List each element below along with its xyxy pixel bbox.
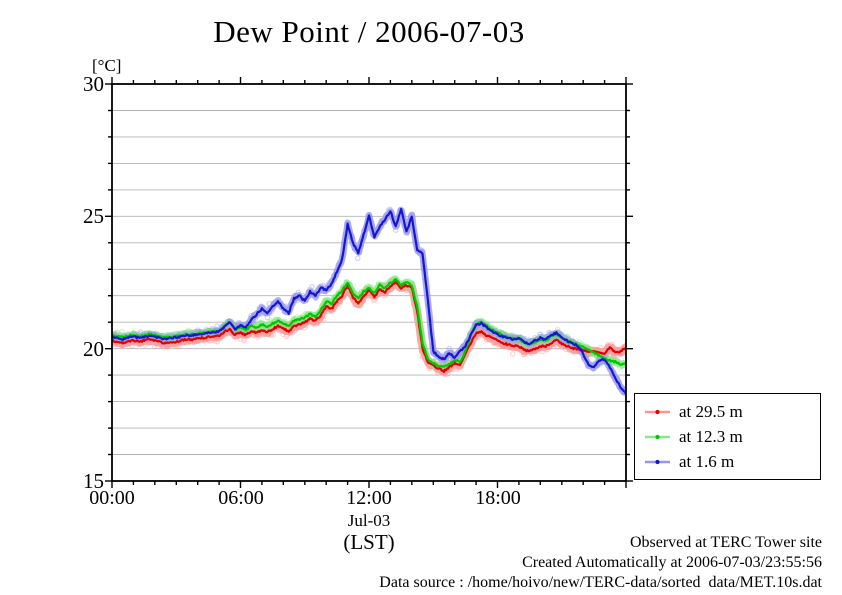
footer-data-source: Data source : /home/hoivo/new/TERC-data/… [379,574,822,591]
y-tick-label-20: 20 [83,337,104,361]
legend-item: at 29.5 m [644,402,811,422]
y-tick-label-30: 30 [83,72,104,96]
x-tick-label-1200: 12:00 [346,487,392,509]
x-axis-date-label: Jul-03 [347,511,391,530]
x-tick-label-1800: 18:00 [475,487,521,509]
x-axis-timezone-label: (LST) [343,530,395,554]
legend-marker-red-icon [645,409,670,414]
legend-marker-green-icon [645,434,670,439]
legend-label: at 12.3 m [679,426,743,446]
x-tick-label-0600: 06:00 [218,487,264,509]
footer-created-timestamp: Created Automatically at 2006-07-03/23:5… [522,554,822,571]
y-axis-unit-label: [°C] [92,56,122,75]
legend: at 29.5 m at 12.3 m at 1.6 m [634,393,821,480]
legend-label: at 1.6 m [679,451,735,471]
legend-item: at 1.6 m [644,452,811,472]
legend-marker-blue-icon [645,459,670,464]
legend-label: at 29.5 m [679,401,743,421]
chart-title: Dew Point / 2006-07-03 [213,14,525,49]
legend-item: at 12.3 m [644,427,811,447]
y-tick-label-15: 15 [83,469,104,493]
x-tick-label-0000: 00:00 [89,487,135,509]
y-tick-label-25: 25 [83,204,104,228]
footer-observed-site: Observed at TERC Tower site [629,534,822,551]
